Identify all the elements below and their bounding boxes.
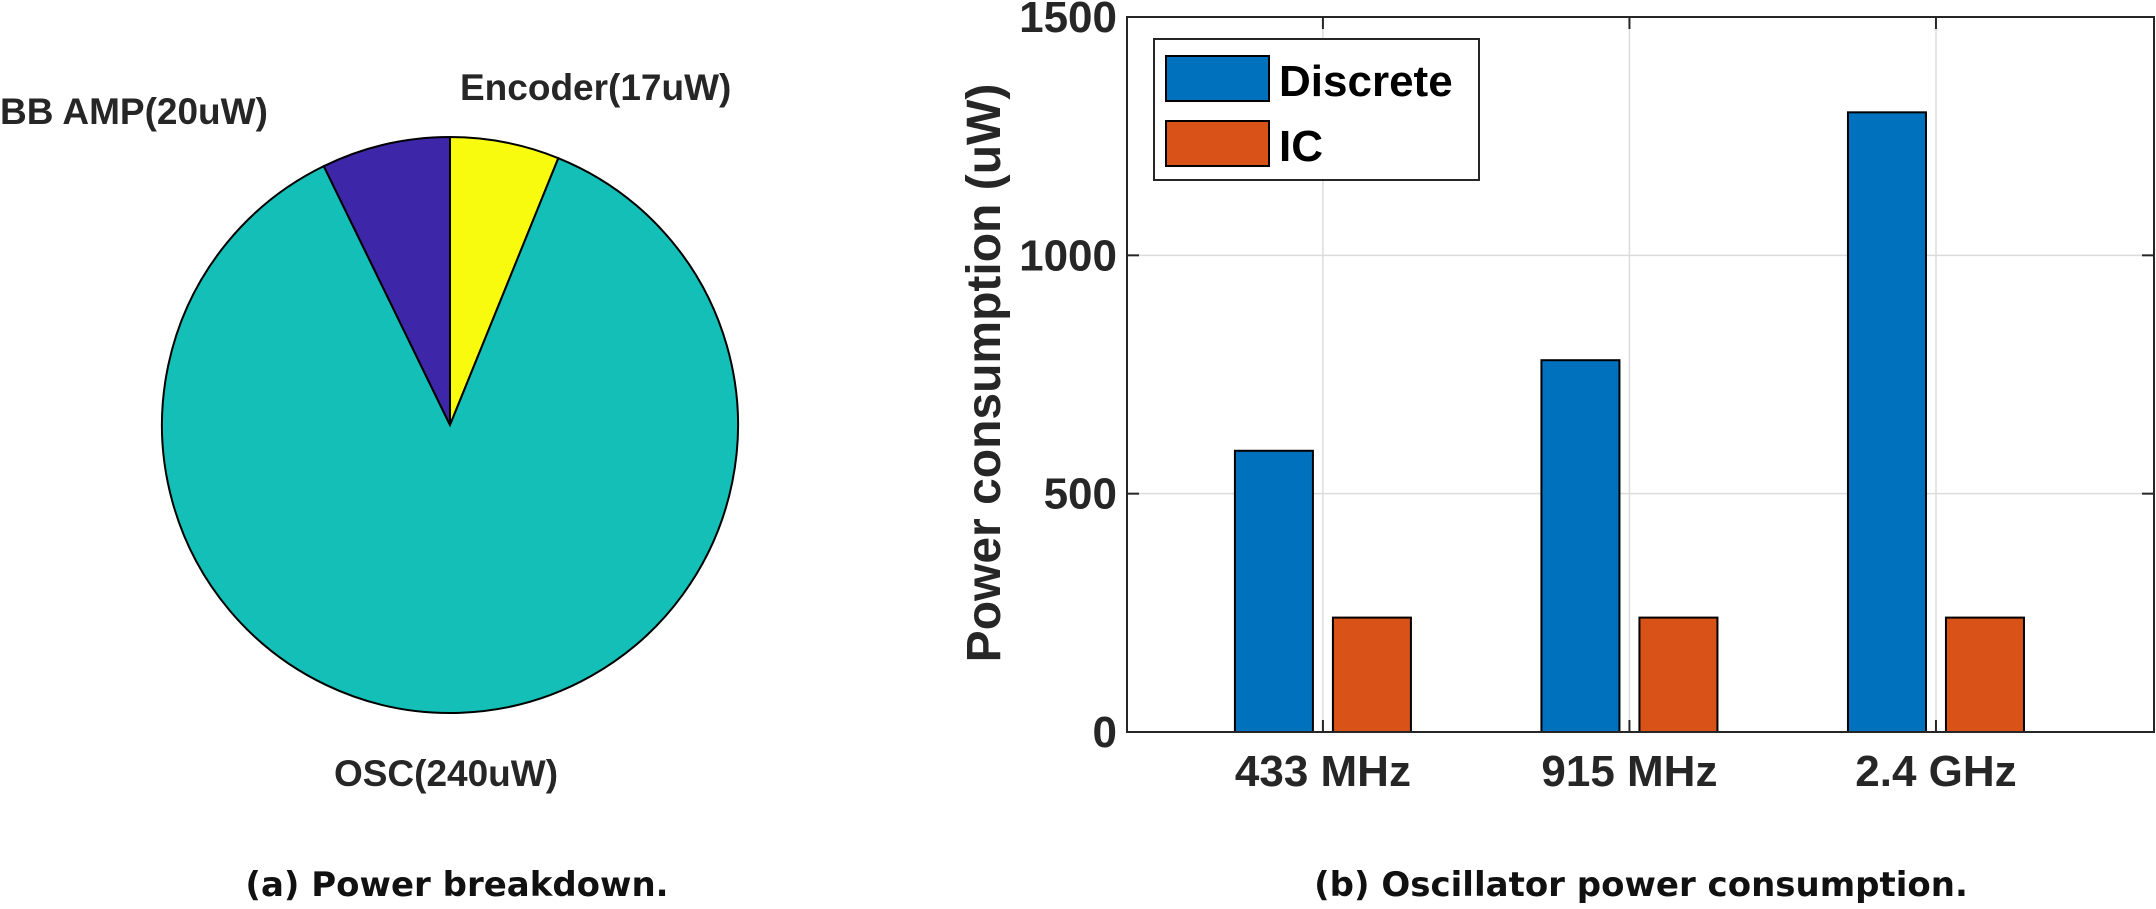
y-tick-label: 1000	[1019, 231, 1117, 280]
y-tick-labels: 0 500 1000 1500	[1019, 0, 1117, 757]
bar-ic-3	[1944, 616, 2025, 733]
caption-b: (b) Oscillator power consumption.	[1314, 865, 1968, 905]
legend-label-ic: IC	[1279, 122, 1323, 171]
plot-axes-box	[1126, 16, 2155, 733]
bar-discrete-1	[1233, 449, 1314, 733]
legend-label-discrete: Discrete	[1279, 57, 1453, 106]
y-tick-label: 0	[1093, 708, 1117, 757]
pie-chart: OSC(240uW) BB AMP(20uW) Encoder(17uW) (a…	[0, 67, 739, 905]
bar-discrete-2	[1540, 359, 1621, 733]
legend-swatch-discrete	[1165, 55, 1270, 102]
legend-swatch-ic	[1165, 120, 1270, 167]
pie-slices	[161, 135, 739, 714]
y-axis-label: Power consumption (uW)	[958, 84, 1011, 663]
pie-slice-bb-amp	[322, 135, 451, 426]
caption-a: (a) Power breakdown.	[245, 865, 668, 905]
x-tick-label: 915 MHz	[1541, 747, 1717, 796]
pie-label-osc: OSC(240uW)	[334, 753, 558, 794]
axis-ticks	[1127, 16, 2154, 733]
bar-discrete-3	[1846, 111, 1927, 734]
x-tick-labels: 433 MHz 915 MHz 2.4 GHz	[1235, 747, 2017, 796]
y-tick-label: 1500	[1019, 0, 1117, 42]
bar-ic-1	[1331, 616, 1412, 733]
y-tick-label: 500	[1044, 470, 1117, 519]
pie-slice-osc	[161, 156, 739, 714]
bar-chart: 0 500 1000 1500 433 MHz 915 MHz 2.4 GHz Power…	[958, 0, 2155, 905]
bar-ic-2	[1638, 616, 1719, 733]
pie-label-encoder: Encoder(17uW)	[460, 67, 731, 108]
pie-label-bb-amp: BB AMP(20uW)	[0, 91, 268, 132]
x-tick-label: 433 MHz	[1235, 747, 1411, 796]
legend: Discrete IC	[1153, 38, 1480, 181]
x-tick-label: 2.4 GHz	[1855, 747, 2016, 796]
